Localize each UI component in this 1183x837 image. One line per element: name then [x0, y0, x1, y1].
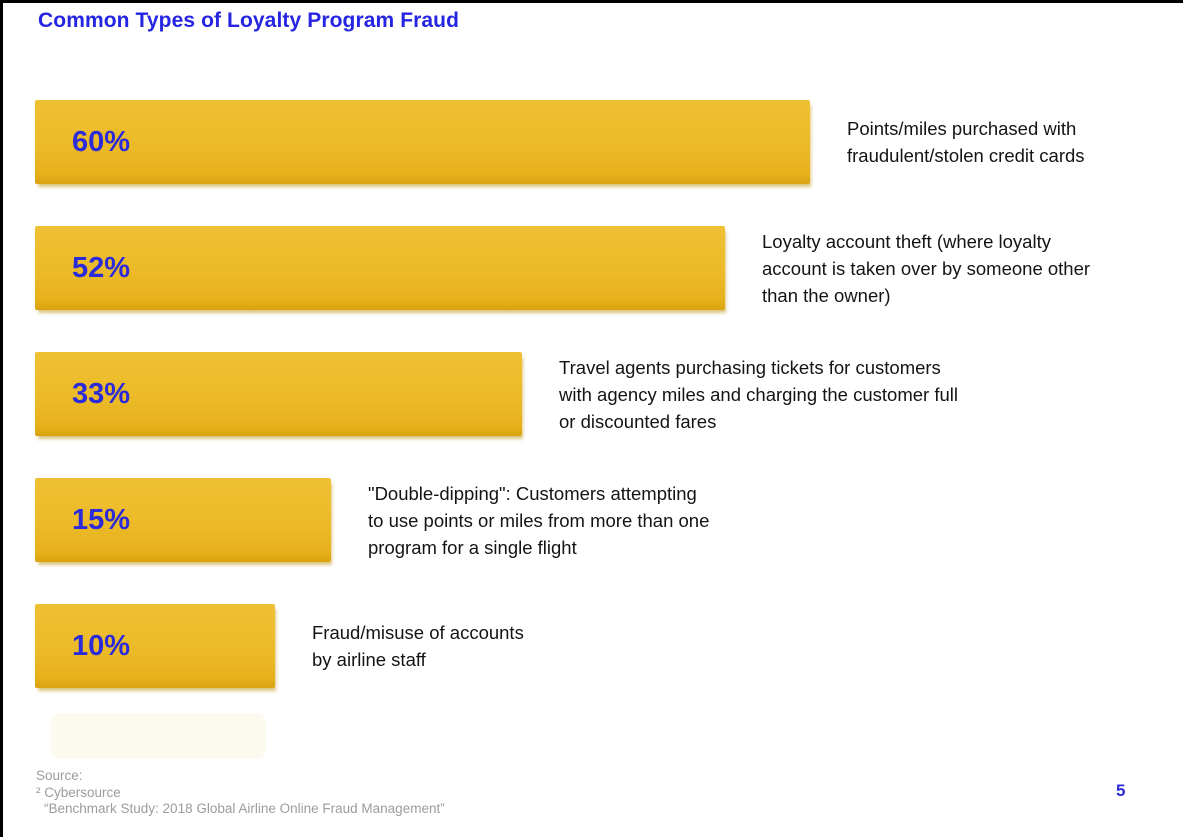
source-label: Source: — [36, 768, 83, 783]
bar-description: Travel agents purchasing tickets for cus… — [559, 356, 958, 432]
faded-ghost-bar — [51, 713, 266, 759]
bar-value-label: 60% — [72, 125, 131, 158]
page-title: Common Types of Loyalty Program Fraud — [38, 9, 460, 32]
source-study-title: “Benchmark Study: 2018 Global Airline On… — [44, 801, 445, 816]
bar-value-label: 52% — [72, 251, 131, 284]
source-footnote: Source: ² Cybersource “Benchmark Study: … — [36, 768, 445, 818]
bar-value-label: 33% — [72, 377, 131, 410]
source-attribution: ² Cybersource — [36, 784, 121, 800]
chart-row-5: 10% Fraud/misuse of accounts by airline … — [35, 603, 524, 689]
bar-description: Loyalty account theft (where loyalty acc… — [762, 230, 1091, 306]
bar-description: "Double-dipping": Customers attempting t… — [368, 482, 710, 558]
bar-10-percent: 10% — [35, 604, 275, 688]
bar-description: Fraud/misuse of accounts by airline staf… — [312, 622, 524, 670]
bar-33-percent: 33% — [35, 352, 522, 436]
page-number: 5 — [1116, 781, 1126, 800]
bar-52-percent: 52% — [35, 226, 725, 310]
bar-description: Points/miles purchased with fraudulent/s… — [847, 118, 1085, 166]
chart-row-1: 60% Points/miles purchased with fraudule… — [35, 99, 1085, 185]
chart-row-4: 15% "Double-dipping": Customers attempti… — [35, 477, 709, 563]
bar-value-label: 10% — [72, 629, 131, 662]
bar-60-percent: 60% — [35, 100, 810, 184]
chart-row-3: 33% Travel agents purchasing tickets for… — [35, 351, 958, 437]
bar-15-percent: 15% — [35, 478, 331, 562]
chart-row-2: 52% Loyalty account theft (where loyalty… — [35, 225, 1090, 311]
bar-value-label: 15% — [72, 503, 131, 536]
